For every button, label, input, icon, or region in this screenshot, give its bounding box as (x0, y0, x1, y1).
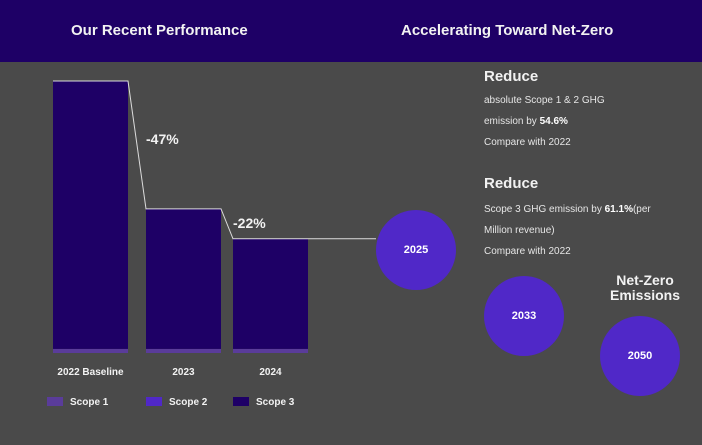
target1-heading: Reduce (484, 68, 539, 85)
target1-description: absolute Scope 1 & 2 GHG emission by 54.… (484, 90, 605, 153)
x-tick-label: 2022 Baseline (57, 367, 124, 378)
x-tick-label: 2023 (172, 367, 195, 378)
target2-description: Scope 3 GHG emission by 61.1%(per Millio… (484, 199, 651, 262)
target1-line1: absolute Scope 1 & 2 GHG (484, 95, 605, 106)
milestone-2050-label: 2050 (627, 350, 653, 362)
target2-heading: Reduce (484, 175, 539, 192)
bar-scope-1-2 (233, 348, 308, 353)
target2-percent: 61.1% (604, 204, 633, 215)
milestone-2025: 2025 (376, 210, 456, 290)
performance-title: Our Recent Performance (71, 22, 248, 39)
performance-chart: 2022 Baseline 2023 2024 -47% -22% Scope 1 Scop… (47, 80, 376, 408)
milestone-2025-label: 2025 (403, 244, 429, 256)
bar-scope-3-0 (53, 81, 128, 349)
net-zero-line1: Net-Zero (616, 272, 674, 288)
milestone-2033-label: 2033 (511, 310, 537, 322)
target2-line3: Compare with 2022 (484, 246, 571, 257)
bar-scope-3-1 (146, 208, 221, 349)
legend-swatch-3 (233, 397, 249, 406)
target2-line1: Scope 3 GHG emission by 61.1%(per (484, 199, 651, 220)
bar-scope-3-2 (233, 238, 308, 349)
x-tick-label: 2024 (259, 367, 282, 378)
milestone-2033: 2033 (484, 276, 564, 356)
net-zero-line2: Emissions (609, 287, 681, 303)
legend-swatch-1 (47, 397, 63, 406)
target2-line2: Million revenue) (484, 225, 555, 236)
milestone-2050: 2050 (600, 316, 680, 396)
net-zero-label: Net-Zero Emissions (590, 273, 700, 303)
legend-swatch-2 (146, 397, 162, 406)
change-annotation: -22% (233, 215, 266, 231)
target1-percent: 54.6% (539, 116, 568, 127)
header-banner: Our Recent Performance Accelerating Towa… (0, 0, 702, 62)
target1-line3: Compare with 2022 (484, 137, 571, 148)
target2-line1-text: Scope 3 GHG emission by (484, 204, 605, 215)
legend-label: Scope 2 (169, 397, 208, 408)
trend-connector-line (53, 80, 376, 240)
target2-line1-post: (per (632, 204, 651, 215)
target1-line2-text: emission by (484, 116, 540, 127)
bar-scope-1-0 (53, 348, 128, 353)
bar-scope-1-1 (146, 348, 221, 353)
legend-label: Scope 3 (256, 397, 295, 408)
net-zero-title: Accelerating Toward Net-Zero (401, 22, 614, 39)
legend-label: Scope 1 (70, 397, 109, 408)
change-annotation: -47% (146, 131, 179, 147)
target1-line2: emission by 54.6% (484, 111, 605, 132)
